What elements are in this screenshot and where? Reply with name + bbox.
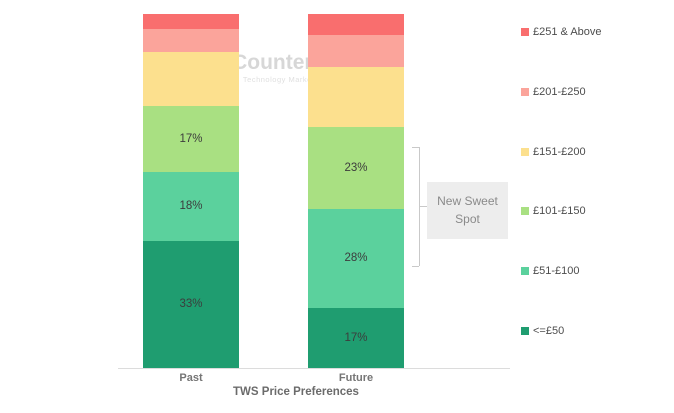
annotation-bracket-middle-tick <box>420 206 427 207</box>
category-label-past: Past <box>179 372 203 384</box>
legend-item-£201-£250[interactable]: £201-£250 <box>521 86 602 98</box>
bar-segment-future-£251 & Above[interactable] <box>308 14 404 36</box>
category-label-future: Future <box>338 372 374 384</box>
bar-segment-past-<=£50[interactable]: 33% <box>143 240 239 368</box>
bar-segment-past-£51-£100[interactable]: 18% <box>143 171 239 241</box>
legend-item-£101-£150[interactable]: £101-£150 <box>521 205 602 217</box>
bar-segment-past-£251 & Above[interactable] <box>143 14 239 30</box>
legend-label: £151-£200 <box>533 145 586 158</box>
segment-value-label: 33% <box>179 298 203 311</box>
annotation-new-sweet-spot: New Sweet Spot <box>427 182 508 239</box>
x-axis-title: TWS Price Preferences <box>233 386 359 398</box>
legend-item-<=£50[interactable]: <=£50 <box>521 325 602 337</box>
bar-segment-past-£101-£150[interactable]: 17% <box>143 106 239 172</box>
legend-swatch-icon <box>521 147 529 156</box>
bar-segment-future-£151-£200[interactable] <box>308 67 404 128</box>
legend: £251 & Above £201-£250 £151-£200 £101-£150 £… <box>521 26 602 337</box>
legend-label: £101-£150 <box>533 205 586 218</box>
segment-value-label: 23% <box>344 161 368 174</box>
legend-label: £201-£250 <box>533 85 586 98</box>
legend-label: £51-£100 <box>533 265 580 278</box>
legend-swatch-icon <box>521 87 529 96</box>
legend-item-£51-£100[interactable]: £51-£100 <box>521 265 602 277</box>
segment-value-label: 17% <box>179 133 203 146</box>
bar-segment-future-£201-£250[interactable] <box>308 35 404 68</box>
stacked-bar-past[interactable]: 17% 18% 33% <box>143 14 239 368</box>
segment-value-label: 28% <box>344 252 368 265</box>
legend-item-£251 & Above[interactable]: £251 & Above <box>521 26 602 38</box>
bar-segment-past-£201-£250[interactable] <box>143 29 239 53</box>
bar-segment-future-<=£50[interactable]: 17% <box>308 307 404 368</box>
stacked-bar-future[interactable]: 23% 28% 17% <box>308 14 404 368</box>
legend-swatch-icon <box>521 28 529 36</box>
legend-label: <=£50 <box>533 324 565 337</box>
x-axis-line <box>118 368 510 369</box>
segment-value-label: 17% <box>344 331 368 344</box>
annotation-bracket-bottom-tick <box>412 266 419 267</box>
legend-swatch-icon <box>521 326 529 335</box>
bar-segment-future-£101-£150[interactable]: 23% <box>308 127 404 209</box>
legend-swatch-icon <box>521 267 529 276</box>
legend-item-£151-£200[interactable]: £151-£200 <box>521 146 602 158</box>
segment-value-label: 18% <box>179 200 203 213</box>
legend-swatch-icon <box>521 207 529 216</box>
legend-label: £251 & Above <box>533 26 602 38</box>
annotation-bracket-line <box>419 147 420 266</box>
annotation-bracket-top-tick <box>412 147 419 148</box>
bar-segment-past-£151-£200[interactable] <box>143 52 239 107</box>
bar-segment-future-£51-£100[interactable]: 28% <box>308 208 404 308</box>
